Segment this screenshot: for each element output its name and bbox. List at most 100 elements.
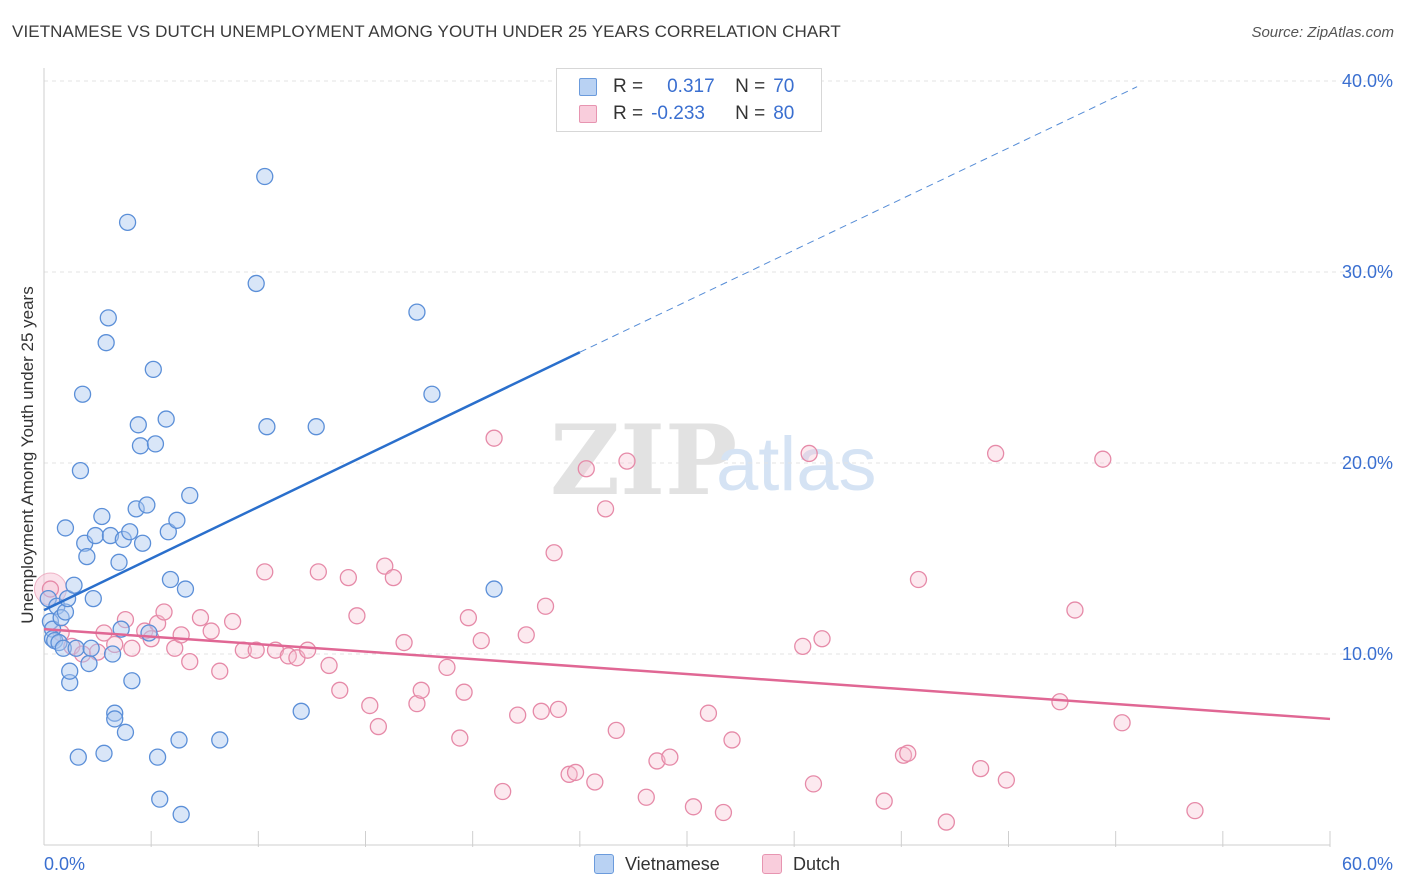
vietnamese-point [86,526,105,545]
dutch-point [532,702,550,720]
legend-swatch-vietnamese [579,78,597,96]
legend-n-label: N = [735,76,766,97]
dutch-point [909,570,928,589]
dutch-point [813,630,831,648]
dutch-point [714,803,733,822]
vietnamese-point [157,410,175,428]
dutch-point [348,607,366,625]
vietnamese-point [56,519,75,537]
dutch-point [247,641,265,659]
dutch-point [566,763,585,782]
chart-source: Source: ZipAtlas.com [1251,24,1394,41]
legend: R = 0.317 N = 70 R = -0.233 N = 80 [556,68,822,132]
vietnamese-point [181,486,199,505]
bottom-legend-vietnamese: Vietnamese [594,852,720,876]
dutch-point [549,700,568,719]
vietnamese-point [127,500,145,518]
dutch-point [384,568,403,587]
dutch-point [123,639,141,657]
dutch-point [408,695,426,713]
dutch-point [723,731,741,749]
dutch-point [298,641,317,659]
y-tick-label: 20.0% [1342,453,1393,473]
dutch-point [545,544,563,562]
dutch-point [155,603,173,621]
vietnamese-point [71,461,90,480]
vietnamese-point [103,645,122,663]
bottom-legend-label-vietnamese: Vietnamese [625,853,720,874]
dutch-point [986,444,1005,463]
dutch-point [794,637,812,656]
dutch-point [369,717,388,736]
dutch-point [596,500,615,518]
x-tick-label: 0.0% [44,854,85,874]
vietnamese-point [69,748,87,766]
dutch-point [1113,714,1131,732]
legend-r-label: R = [613,103,644,124]
vietnamese-trend-line [43,351,581,612]
dutch-point [472,631,490,650]
dutch-point [320,656,338,675]
dutch-point [211,662,229,680]
vietnamese-point [123,672,141,690]
vietnamese-point [292,702,310,720]
vietnamese-point [73,385,92,403]
dutch-point [361,696,379,715]
legend-swatch-dutch [579,105,597,123]
vietnamese-point [151,790,169,808]
vietnamese-point [256,167,274,186]
vietnamese-point [56,603,75,621]
dutch-point [202,622,220,640]
dutch-point [586,773,604,791]
dutch-point [684,798,703,816]
legend-row-vietnamese: R = 0.317 N = 70 [579,75,794,99]
vietnamese-point [93,507,111,526]
legend-n-label: N = [735,103,766,124]
legend-r-value-vietnamese: 0.317 [667,76,715,97]
vietnamese-point [138,496,156,514]
dutch-point [577,460,595,478]
chart-title: VIETNAMESE VS DUTCH UNEMPLOYMENT AMONG Y… [12,22,841,41]
bottom-legend-dutch: Dutch [762,852,840,876]
vietnamese-point [65,576,83,594]
dutch-point [536,597,555,615]
y-tick-label: 40.0% [1342,71,1393,91]
vietnamese-point [159,523,177,541]
dutch-point [395,633,413,652]
vietnamese-point [67,639,85,657]
dutch-point [637,788,655,806]
dutch-point [412,681,430,699]
dutch-point [1066,601,1084,619]
vietnamese-point [258,418,276,436]
vietnamese-point [140,624,158,642]
dutch-point [376,557,394,575]
bottom-legend-swatch-dutch [762,854,782,874]
dutch-point [494,782,512,801]
dutch-point [309,563,327,581]
vietnamese-point [247,274,265,293]
bottom-legend-swatch-vietnamese [594,854,614,874]
bottom-legend-label-dutch: Dutch [793,853,841,874]
x-tick-label: 60.0% [1342,854,1393,874]
dutch-point [256,563,274,581]
dutch-point [459,609,478,627]
dutch-point [804,775,823,793]
vietnamese-point [408,303,426,321]
vietnamese-point [146,435,165,453]
dutch-point [699,704,718,722]
vietnamese-point [116,723,135,741]
vietnamese-point [97,334,115,352]
vietnamese-point [106,710,124,728]
dutch-point [438,658,456,677]
vietnamese-point [131,437,150,455]
dutch-point [509,706,527,724]
vietnamese-point [307,418,325,436]
dutch-point [800,444,818,463]
vietnamese-trend-extension [579,86,1138,353]
vietnamese-point [170,731,188,749]
watermark-zip: ZIP [550,404,737,517]
vietnamese-point [118,213,137,231]
vietnamese-point [129,416,147,434]
dutch-point [116,610,135,629]
